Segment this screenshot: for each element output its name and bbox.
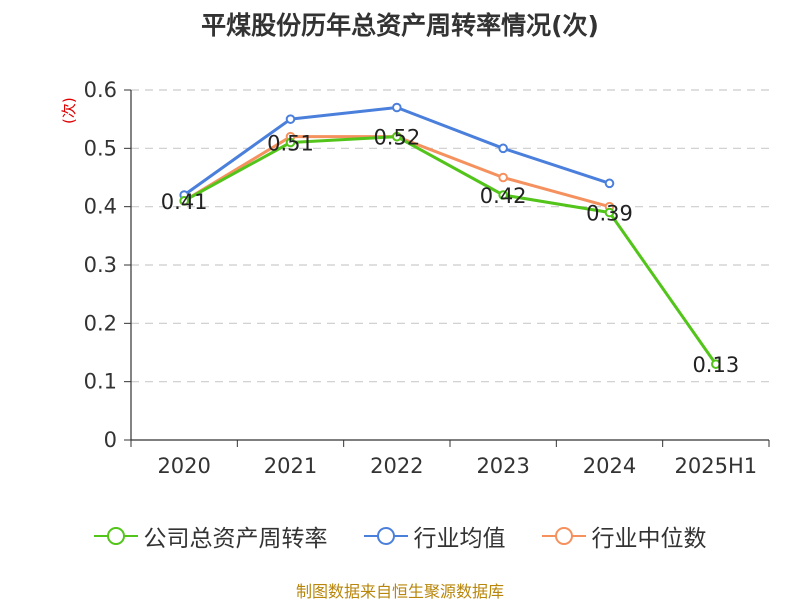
data-point: [498, 143, 508, 154]
data-point: [604, 178, 615, 189]
data-point: [285, 137, 296, 148]
data-label: 0.13: [692, 353, 739, 377]
data-point: [604, 207, 615, 218]
chart-legend: 公司总资产周转率 行业均值 行业中位数: [0, 519, 800, 553]
data-point: [392, 102, 402, 113]
legend-label-industry-mean: 行业均值: [413, 526, 506, 552]
data-label: 0.42: [480, 184, 527, 208]
data-label: 0.52: [373, 126, 420, 150]
data-point: [498, 190, 508, 200]
legend-marker-industry-mean: [363, 527, 408, 545]
data-label: 0.51: [267, 132, 314, 156]
legend-item-industry-mean[interactable]: 行业均值: [363, 519, 506, 553]
series-line: [183, 135, 718, 366]
y-tick-label: 0.4: [84, 195, 117, 219]
data-label: 0.41: [161, 190, 208, 214]
x-tick-label: 2021: [264, 454, 317, 478]
source-note: 制图数据来自恒生聚源数据库: [295, 582, 504, 601]
data-label: 0.39: [586, 202, 633, 226]
chart-title: 平煤股份历年总资产周转率情况(次): [201, 11, 599, 40]
y-tick-label: 0.2: [84, 311, 117, 335]
legend-label-company: 公司总资产周转率: [143, 526, 328, 552]
x-tick-label: 2023: [476, 454, 529, 478]
data-point: [392, 131, 402, 142]
x-tick-label: 2020: [157, 454, 210, 478]
x-tick-label: 2024: [583, 454, 636, 478]
y-tick-label: 0.5: [84, 136, 117, 160]
y-tick-label: 0.1: [84, 370, 117, 394]
data-point: [179, 196, 189, 206]
data-point: [711, 359, 721, 369]
y-tick-label: 0.3: [84, 253, 117, 277]
legend-label-industry-median: 行业中位数: [591, 526, 707, 552]
legend-item-industry-median[interactable]: 行业中位数: [541, 519, 707, 553]
legend-marker-company: [93, 527, 138, 545]
legend-item-company[interactable]: 公司总资产周转率: [93, 519, 328, 553]
y-tick-label: 0: [104, 428, 117, 452]
data-point: [285, 114, 296, 124]
x-tick-label: 2022: [370, 454, 423, 478]
y-tick-label: 0.6: [84, 78, 117, 102]
series-line: [183, 106, 610, 197]
legend-marker-industry-median: [541, 527, 586, 545]
data-point: [498, 172, 508, 183]
x-tick-label: 2025H1: [675, 454, 758, 478]
